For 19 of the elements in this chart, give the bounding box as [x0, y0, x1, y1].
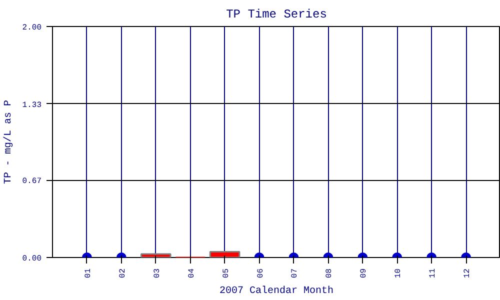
x-tick-label: 08 [325, 268, 334, 278]
x-tick-label: 04 [187, 268, 196, 278]
x-axis-title: 2007 Calendar Month [219, 285, 334, 298]
y-tick-label: 0.00 [22, 254, 42, 264]
x-tick-label: 02 [118, 268, 128, 278]
chart-title: TP Time Series [226, 8, 327, 22]
x-tick-label: 09 [360, 268, 369, 278]
x-tick-label: 12 [463, 268, 472, 278]
x-tick-label: 05 [222, 268, 231, 278]
x-tick-label: 07 [290, 268, 300, 278]
y-tick-label: 1.33 [22, 100, 42, 110]
x-tick-label: 03 [152, 268, 162, 278]
x-tick-label: 10 [394, 268, 404, 278]
x-tick-label: 01 [84, 268, 93, 278]
x-tick-label: 06 [256, 268, 266, 278]
y-tick-label: 0.67 [22, 177, 42, 186]
y-axis-title: TP - mg/L as P [2, 100, 14, 184]
y-tick-label: 2.00 [22, 24, 42, 32]
x-tick-label: 11 [428, 268, 438, 278]
